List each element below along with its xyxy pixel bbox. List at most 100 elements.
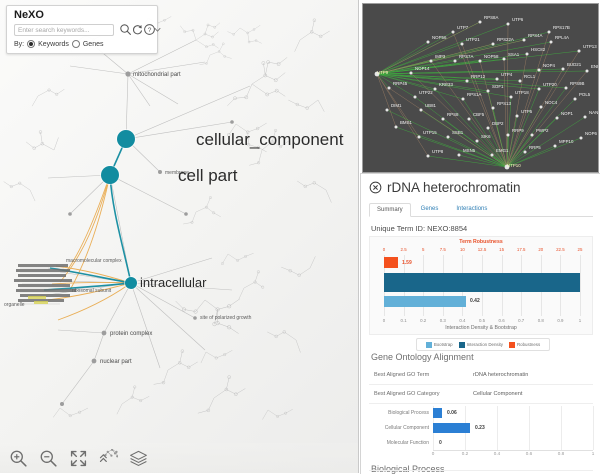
gene-node-label[interactable]: UTP15	[423, 130, 437, 135]
gene-node-label[interactable]: RPS22A	[497, 37, 514, 42]
axis-tick-bottom: 0.7	[518, 318, 525, 323]
gene-node-label[interactable]: UTP22	[419, 90, 433, 95]
gene-node-label[interactable]: UTP21	[466, 37, 480, 42]
tab-genes[interactable]: Genes	[420, 206, 439, 212]
gene-node-label[interactable]: DIM1	[391, 103, 402, 108]
gene-node-label[interactable]: RPS7A	[459, 54, 473, 59]
tab-interactions[interactable]: Interactions	[456, 206, 488, 212]
gene-node-label[interactable]: NOP6	[585, 131, 598, 136]
gene-node-label[interactable]: EMG1	[496, 148, 509, 153]
gene-node-label[interactable]: NOP1	[561, 111, 574, 116]
view-toolbar[interactable]	[0, 443, 358, 473]
bar-interaction-density	[384, 273, 580, 292]
go-row-key: Best Aligned GO Term	[374, 372, 430, 378]
gene-node-label[interactable]: IMP3	[435, 54, 446, 59]
go-bar-biological-process	[433, 408, 442, 418]
term-detail-panel[interactable]: rDNA heterochromatin Summary Genes Inter…	[360, 173, 600, 474]
chevron-down-icon[interactable]	[154, 26, 161, 34]
gene-node-label[interactable]: SOF1	[492, 84, 504, 89]
zoom-in-icon[interactable]	[9, 449, 28, 468]
close-circle-icon[interactable]	[369, 181, 382, 194]
gene-node-label[interactable]: UTP10	[507, 163, 521, 168]
gene-node-label[interactable]: UB81	[425, 103, 437, 108]
gene-node-label[interactable]: UTP7	[457, 25, 469, 30]
gene-node-label[interactable]: RPS13	[497, 101, 511, 106]
chart-legend: Bootstrap Interaction Density Robustness	[416, 338, 550, 351]
selected-node-cell-part[interactable]	[101, 166, 119, 184]
gene-node-label[interactable]: UTP5	[521, 109, 533, 114]
radio-keywords[interactable]	[27, 40, 36, 48]
gene-node-label[interactable]: UTP13	[583, 44, 597, 49]
gene-node-label[interactable]: UTP20	[543, 82, 557, 87]
gene-node-label[interactable]: RCL1	[524, 74, 536, 79]
gene-node-label[interactable]: NOP4	[543, 63, 556, 68]
node-label-cell-part: cell part	[178, 166, 238, 185]
layers-icon[interactable]	[129, 449, 148, 468]
radio-keywords-label[interactable]: Keywords	[38, 40, 69, 48]
go-category-chart: 0 0.2 0.4 0.6 0.8 1 Biological Process 0.06 C…	[369, 406, 595, 462]
gene-node-label[interactable]: POL5	[579, 92, 591, 97]
refresh-icon[interactable]	[131, 23, 144, 36]
search-icon[interactable]	[119, 23, 132, 36]
gene-network-graphic: UTP9 RPS8A UTP6 UTP7 RPS17B NOP56 UTP21 RPS22A R…	[374, 15, 598, 170]
gene-node-label[interactable]: NOP58	[484, 54, 499, 59]
gene-node-label[interactable]: DBP2	[492, 121, 504, 126]
gene-node-label[interactable]: SSA1	[508, 52, 520, 57]
gene-node-label[interactable]: ENP1	[591, 64, 598, 69]
gene-node-label[interactable]: RPS9B	[570, 81, 584, 86]
gene-node-label[interactable]: RPS1A	[467, 92, 481, 97]
gene-node-label[interactable]: RRP12	[471, 74, 486, 79]
gene-node-label[interactable]: RPL4A	[555, 35, 569, 40]
gene-node-label[interactable]: RPS8A	[484, 15, 498, 20]
gene-node-label[interactable]: SSB1	[452, 130, 464, 135]
collapse-network-icon[interactable]	[99, 448, 118, 468]
axis-tick: 0.4	[493, 451, 501, 456]
selected-node-intracellular[interactable]	[125, 277, 137, 289]
selected-node-cellular-component[interactable]	[117, 130, 135, 148]
gene-node-label[interactable]: UTP18	[515, 90, 529, 95]
gene-node-label[interactable]: RPS8	[447, 112, 459, 117]
axis-tick-bottom: 1	[578, 318, 582, 323]
gene-node-label[interactable]: NOP56	[432, 35, 447, 40]
axis-tick-top: 2.5	[400, 247, 407, 252]
gene-node-label[interactable]: UTP6	[512, 17, 524, 22]
radio-genes-label[interactable]: Genes	[82, 40, 104, 48]
gene-node-label[interactable]: UTP9	[377, 70, 389, 75]
gene-node-label[interactable]: KRE33	[439, 82, 453, 87]
axis-tick: 0	[431, 451, 435, 456]
fit-screen-icon[interactable]	[69, 449, 88, 468]
gene-node-label[interactable]: MPP10	[559, 139, 574, 144]
gene-node-label[interactable]: RRP45	[393, 81, 408, 86]
gene-interaction-network[interactable]: UTP9 RPS8A UTP6 UTP7 RPS17B NOP56 UTP21 RPS22A R…	[362, 3, 599, 173]
gene-node-label[interactable]: NOC4	[545, 100, 558, 105]
hierarchy-viewer[interactable]: mitochondrial part membrane protein comp…	[0, 0, 359, 473]
legend-swatch-robustness	[508, 341, 515, 348]
help-icon[interactable]: ?	[143, 23, 156, 36]
gene-node-label[interactable]: PWP2	[536, 128, 549, 133]
gene-node-label[interactable]: RRP9	[512, 128, 524, 133]
gene-node-label[interactable]: UTP8	[432, 149, 444, 154]
gene-node-label[interactable]: RPS4A	[528, 33, 542, 38]
gene-node-label[interactable]: CBF5	[473, 112, 485, 117]
gene-node-label[interactable]: RRP5	[529, 145, 541, 150]
axis-tick: 1	[591, 451, 595, 456]
gene-node-label[interactable]: NOP14	[415, 66, 430, 71]
gene-node-label[interactable]: BMS1	[400, 120, 413, 125]
gene-node-label[interactable]: HSC82	[531, 47, 546, 52]
axis-tick: 0.6	[525, 451, 533, 456]
gene-node-label[interactable]: MSN5	[463, 148, 476, 153]
tab-strip[interactable]: Summary Genes Interactions	[369, 201, 593, 217]
radio-genes[interactable]	[71, 40, 80, 48]
gene-node-label[interactable]: BUD21	[567, 62, 582, 67]
zoom-out-icon[interactable]	[39, 449, 58, 468]
search-panel[interactable]: NeXO ? By: Keywords Genes	[6, 5, 161, 54]
app-title: NeXO	[14, 9, 44, 21]
gene-node-label[interactable]: UTP4	[501, 72, 513, 77]
gene-node-label[interactable]: RPS17B	[553, 25, 570, 30]
gene-node-label[interactable]: SIK6	[481, 134, 491, 139]
chart-bottom-axis-title: Interaction Density & Bootstrap	[445, 325, 517, 331]
search-input[interactable]	[14, 24, 114, 36]
gene-node-label[interactable]: NAN1	[589, 110, 598, 115]
tab-summary[interactable]: Summary	[369, 203, 411, 217]
table-row: Best Aligned GO Term rDNA heterochromati…	[369, 366, 593, 385]
